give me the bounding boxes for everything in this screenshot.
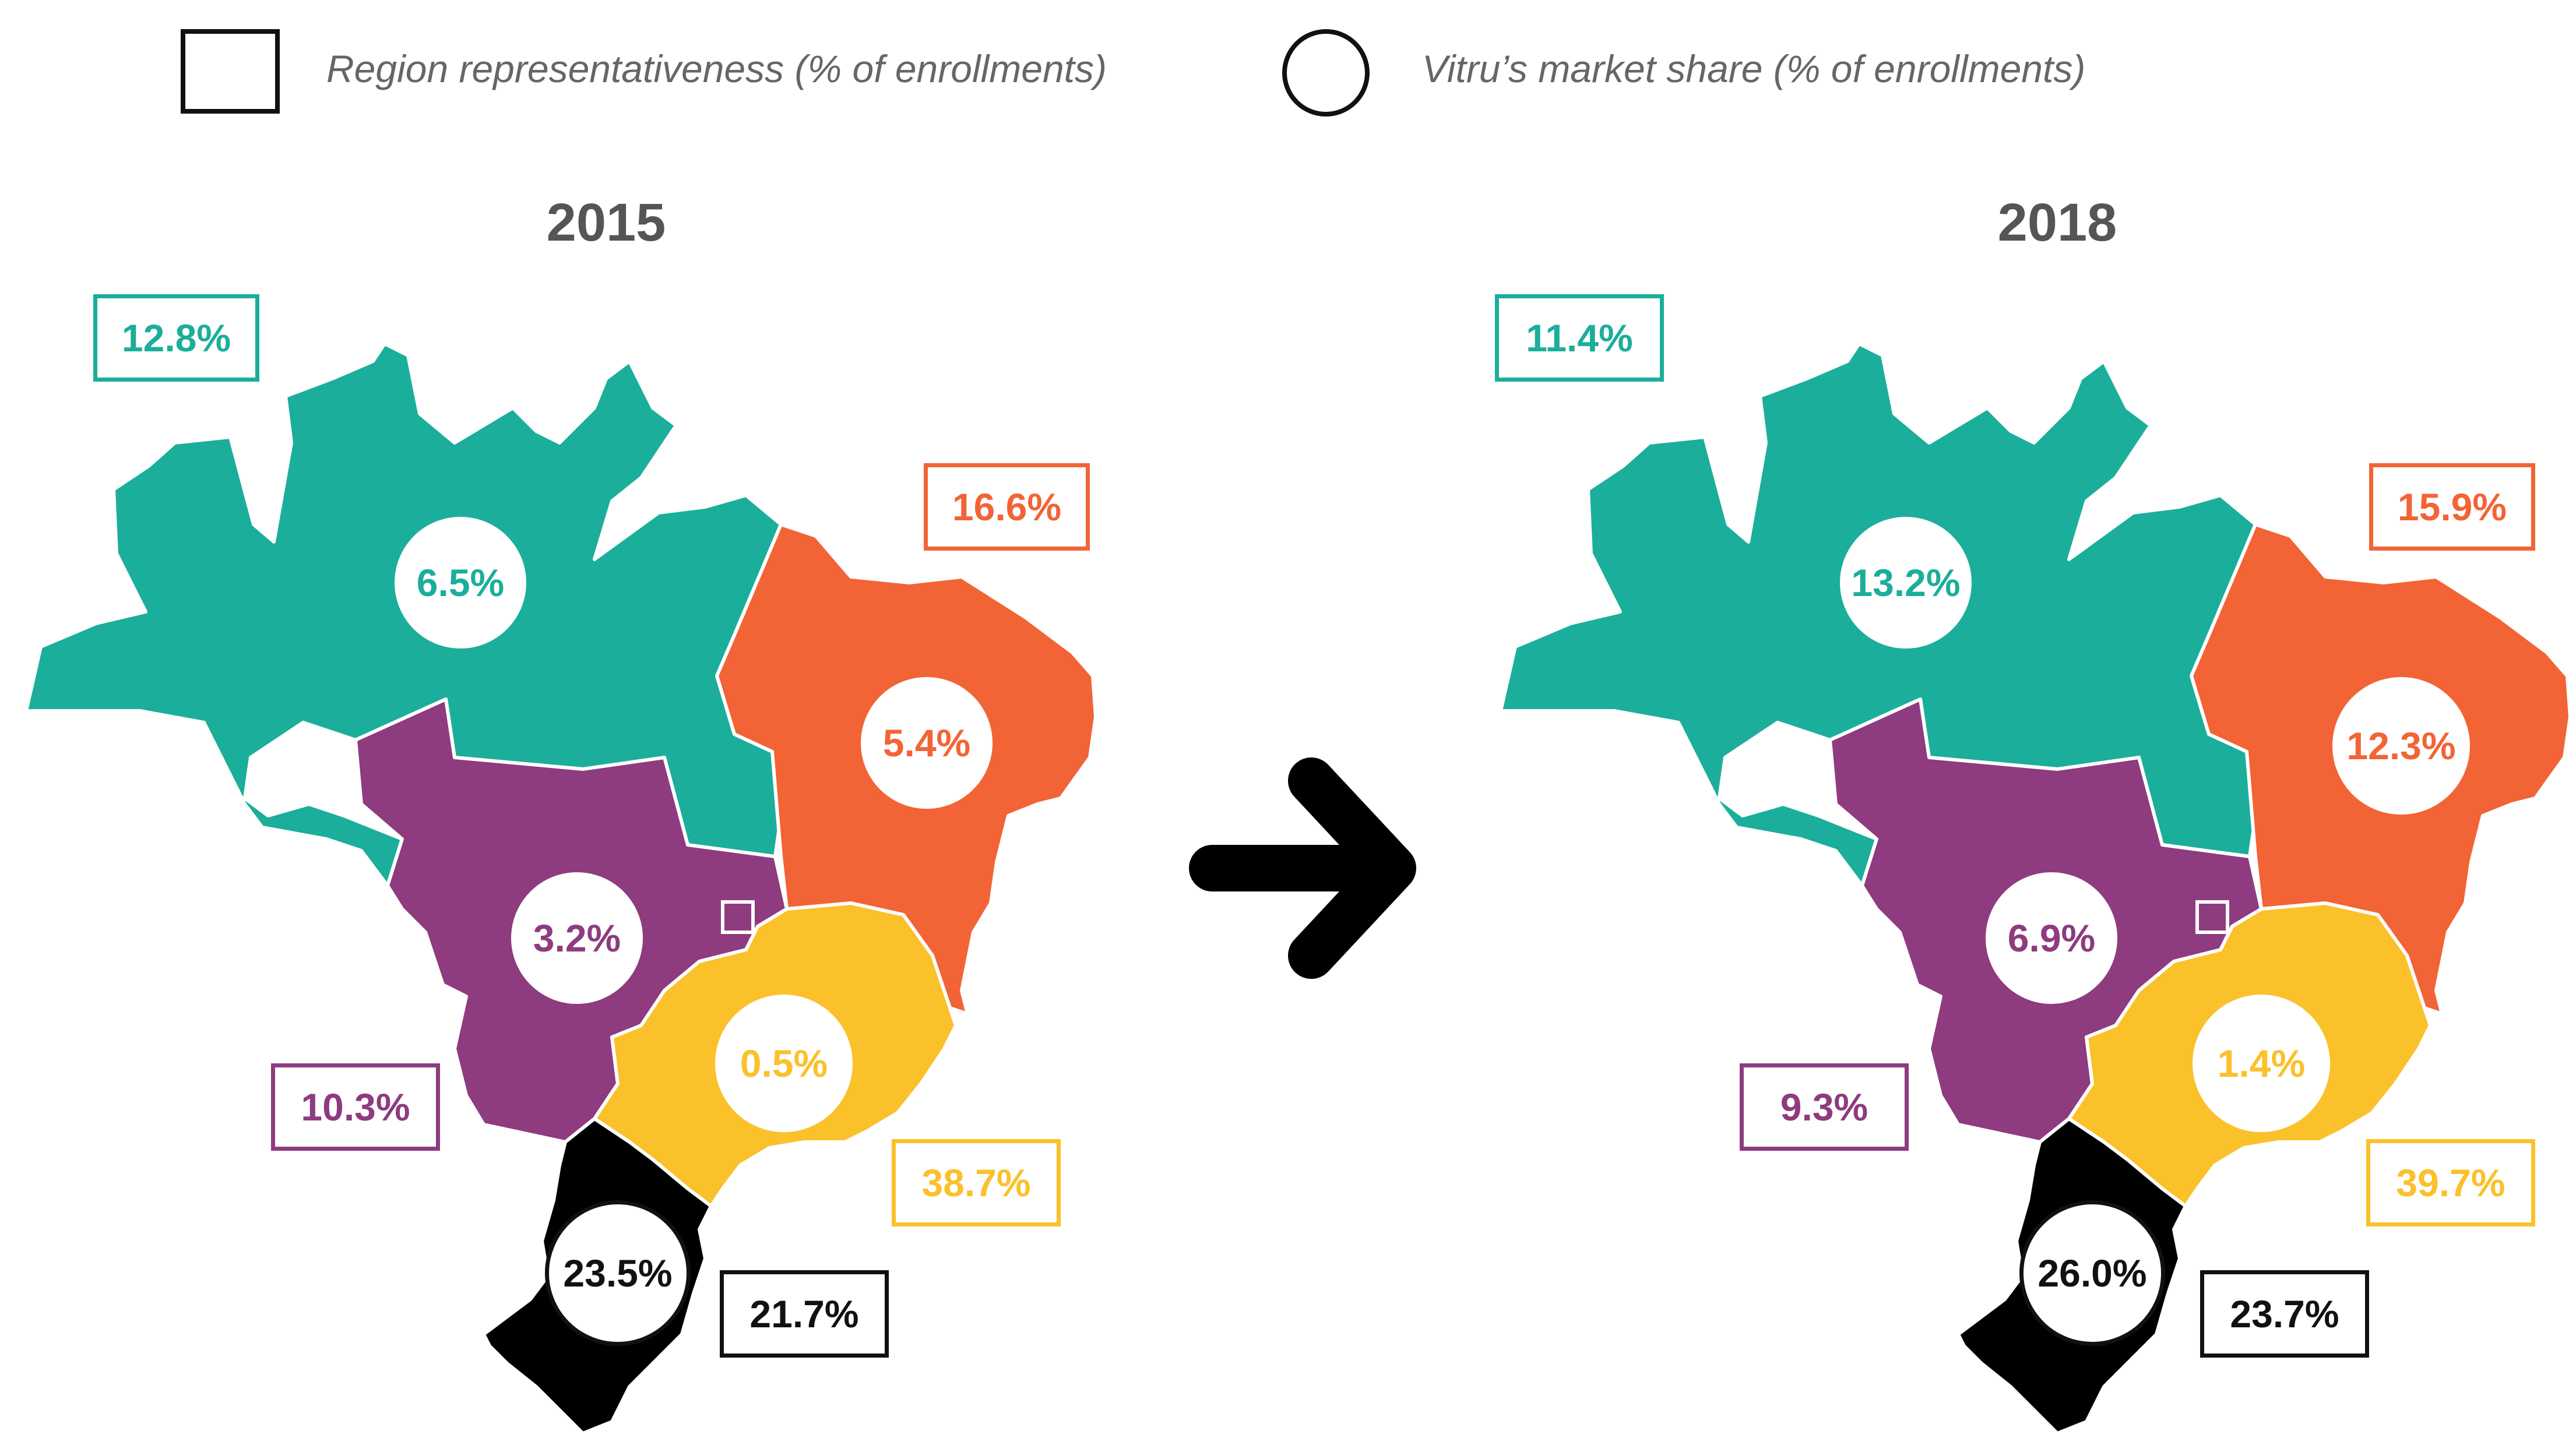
federal-district-marker <box>721 900 755 934</box>
year-title: 2015 <box>546 193 666 252</box>
south-representativeness-box: 23.7% <box>2200 1270 2369 1358</box>
year-title: 2018 <box>1997 193 2117 252</box>
southeast-representativeness-box: 39.7% <box>2366 1139 2535 1227</box>
north-market-share-circle: 13.2% <box>1836 513 1976 653</box>
northeast-representativeness-box: 15.9% <box>2369 463 2535 551</box>
southeast-market-share-circle: 1.4% <box>2188 991 2334 1136</box>
southeast-representativeness-box: 38.7% <box>892 1139 1061 1227</box>
south-representativeness-box: 21.7% <box>720 1270 889 1358</box>
center-west-market-share-circle: 6.9% <box>1982 868 2121 1008</box>
legend-market-share-label: Vitru’s market share (% of enrollments) <box>1422 47 2086 90</box>
north-market-share-circle: 6.5% <box>390 513 530 653</box>
northeast-market-share-circle: 5.4% <box>857 673 997 813</box>
southeast-market-share-circle: 0.5% <box>711 991 857 1136</box>
south-market-share-circle: 23.5% <box>545 1200 691 1346</box>
northeast-market-share-circle: 12.3% <box>2328 673 2474 819</box>
center-west-market-share-circle: 3.2% <box>507 868 647 1008</box>
south-market-share-circle: 26.0% <box>2019 1200 2165 1346</box>
center-west-representativeness-box: 10.3% <box>271 1063 440 1151</box>
center-west-representativeness-box: 9.3% <box>1740 1063 1909 1151</box>
legend-circle-swatch <box>1282 29 1370 117</box>
north-representativeness-box: 12.8% <box>93 294 259 382</box>
legend-representativeness-label: Region representativeness (% of enrollme… <box>326 47 1107 90</box>
legend-square-swatch <box>181 29 280 114</box>
federal-district-marker <box>2195 900 2229 934</box>
north-representativeness-box: 11.4% <box>1495 294 1664 382</box>
northeast-representativeness-box: 16.6% <box>924 463 1090 551</box>
